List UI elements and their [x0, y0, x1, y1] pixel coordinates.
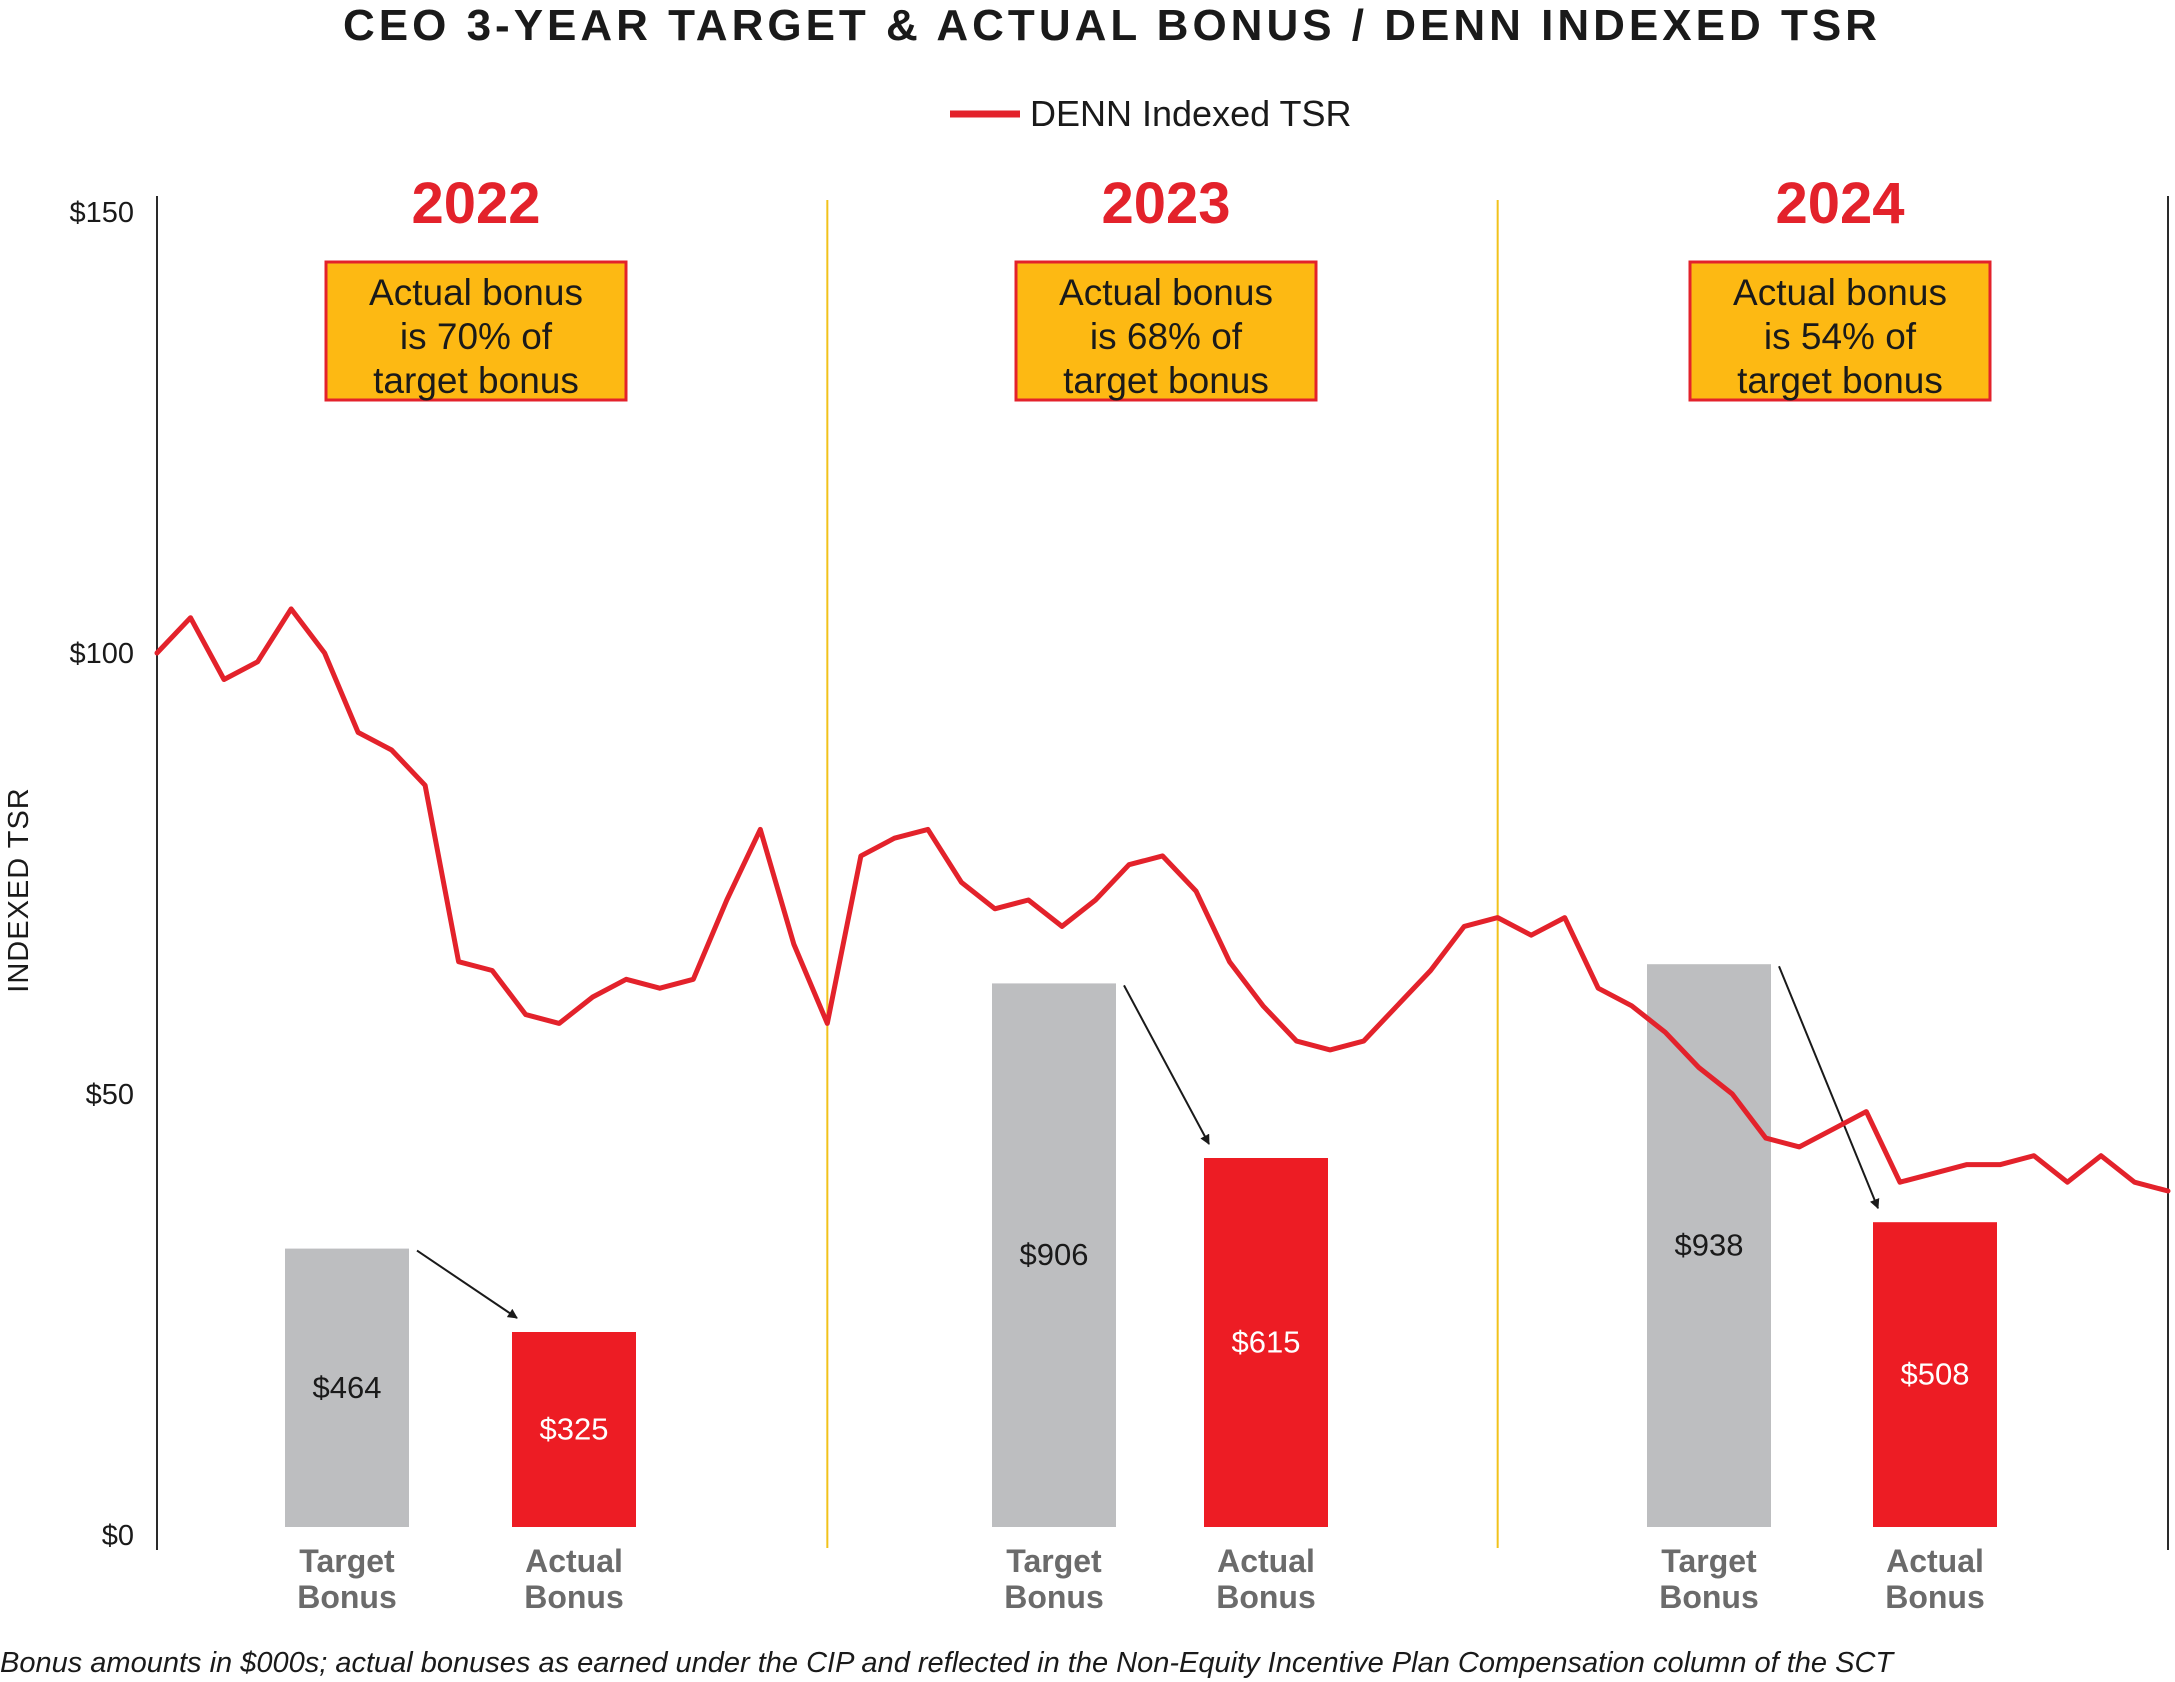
target-bonus-value: $938 — [1675, 1228, 1744, 1263]
target-bonus-category: Bonus — [1659, 1579, 1759, 1615]
y-tick-label: $100 — [69, 638, 134, 670]
y-ticks: $0 $50 $100 $150 — [69, 197, 134, 1552]
bonus-arrow — [1123, 984, 1210, 1145]
actual-bonus-category: Bonus — [1885, 1579, 1985, 1615]
year-label: 2024 — [1775, 171, 1904, 236]
callout-text: Actual bonus — [369, 272, 583, 313]
target-bonus-category: Bonus — [1004, 1579, 1104, 1615]
bonus-arrow — [416, 1249, 518, 1319]
target-bonus-category: Target — [1006, 1543, 1102, 1579]
legend: DENN Indexed TSR — [950, 93, 1351, 134]
actual-bonus-category: Actual — [525, 1543, 623, 1579]
callout-text: target bonus — [1063, 360, 1269, 401]
target-bonus-category: Target — [299, 1543, 395, 1579]
actual-bonus-category: Actual — [1217, 1543, 1315, 1579]
callout-text: Actual bonus — [1733, 272, 1947, 313]
bonus-bars: $464$325TargetBonusActualBonus$906$615Ta… — [285, 964, 1997, 1615]
callout-box — [1688, 260, 1992, 402]
target-bonus-category: Target — [1661, 1543, 1757, 1579]
chart-title: CEO 3-YEAR TARGET & ACTUAL BONUS / DENN … — [343, 1, 1881, 50]
target-bonus-value: $906 — [1020, 1237, 1089, 1272]
callout-text: is 68% of — [1090, 316, 1243, 357]
year-label: 2023 — [1101, 171, 1230, 236]
target-bonus-bar — [992, 983, 1116, 1527]
callout-text: Actual bonus — [1059, 272, 1273, 313]
callout-text: target bonus — [1737, 360, 1943, 401]
y-tick-label: $50 — [86, 1079, 134, 1111]
target-bonus-bar — [1647, 964, 1771, 1527]
target-bonus-bar — [285, 1248, 409, 1527]
callout-box — [324, 260, 628, 402]
legend-label: DENN Indexed TSR — [1030, 93, 1351, 134]
tsr-line-group — [154, 606, 2171, 1194]
actual-bonus-category: Bonus — [524, 1579, 624, 1615]
actual-bonus-category: Actual — [1886, 1543, 1984, 1579]
actual-bonus-bar — [1873, 1222, 1997, 1527]
y-tick-label: $150 — [69, 197, 134, 229]
actual-bonus-value: $325 — [540, 1412, 609, 1447]
actual-bonus-bar — [512, 1332, 636, 1527]
callout-box — [1014, 260, 1318, 402]
actual-bonus-bar — [1204, 1158, 1328, 1527]
callout-text: is 70% of — [400, 316, 553, 357]
year-dividers — [826, 200, 1499, 1548]
y-axis-label: INDEXED TSR — [3, 787, 35, 992]
target-bonus-category: Bonus — [297, 1579, 397, 1615]
footnote: Bonus amounts in $000s; actual bonuses a… — [0, 1647, 1895, 1679]
callout-text: is 54% of — [1764, 316, 1917, 357]
year-label: 2022 — [411, 171, 540, 236]
callout-text: target bonus — [373, 360, 579, 401]
y-tick-label: $0 — [102, 1520, 134, 1552]
bonus-arrow — [1778, 965, 1880, 1210]
target-bonus-value: $464 — [313, 1370, 382, 1405]
actual-bonus-value: $615 — [1232, 1325, 1301, 1360]
tsr-line — [154, 606, 2171, 1194]
actual-bonus-value: $508 — [1901, 1357, 1970, 1392]
actual-bonus-category: Bonus — [1216, 1579, 1316, 1615]
